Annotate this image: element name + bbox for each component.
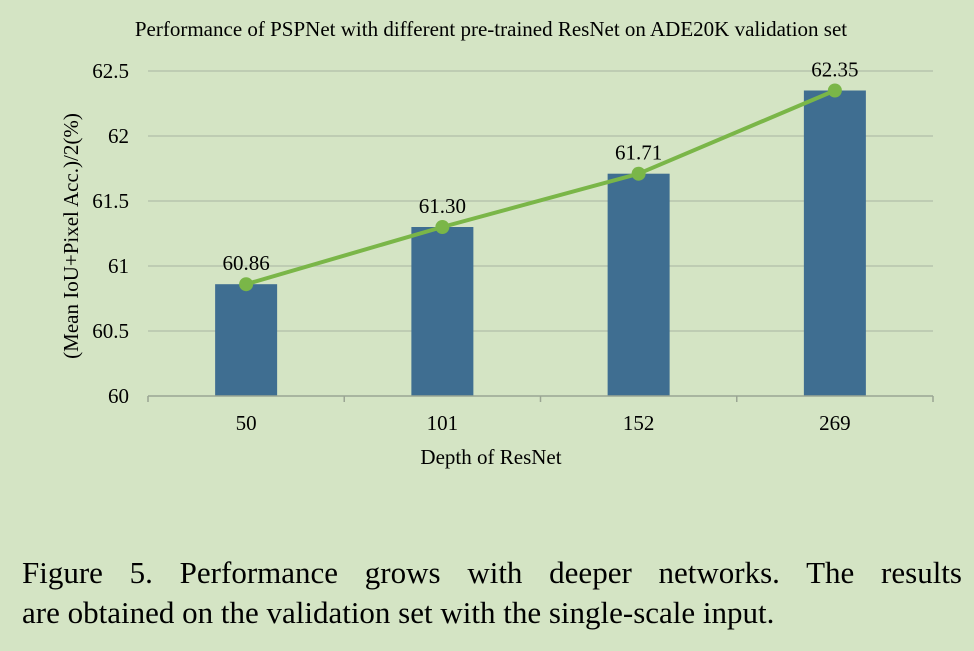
line-point (239, 277, 254, 292)
trend-line (239, 83, 842, 292)
bar (803, 90, 866, 396)
bar (607, 173, 670, 396)
line-point (631, 166, 646, 181)
y-tick-label: 62 (108, 124, 129, 148)
x-tick-label: 152 (623, 411, 655, 435)
line-point (827, 83, 842, 98)
data-label: 62.35 (811, 58, 858, 82)
series-line (245, 88, 836, 287)
chart-title: Performance of PSPNet with different pre… (135, 17, 847, 41)
x-tick-label: 269 (819, 411, 851, 435)
y-tick-label: 61.5 (92, 189, 129, 213)
y-axis-title: (Mean IoU+Pixel Acc.)/2(%) (59, 113, 83, 359)
caption-line-2: are obtained on the validation set with … (22, 595, 775, 630)
caption-line-1: Figure 5. Performance grows with deeper … (22, 555, 962, 590)
data-label: 61.30 (419, 194, 466, 218)
data-label: 61.71 (615, 141, 662, 165)
figure-caption: Figure 5. Performance grows with deeper … (22, 553, 962, 633)
y-tick-label: 60.5 (92, 319, 129, 343)
line-point (435, 220, 450, 234)
data-label: 60.86 (223, 251, 270, 275)
data-labels: 60.86 61.30 61.71 62.35 (223, 58, 859, 276)
bars (215, 90, 866, 396)
x-tick-label: 50 (236, 411, 257, 435)
x-axis-ticks: 50 101 152 269 (147, 396, 934, 435)
x-axis-title: Depth of ResNet (420, 445, 561, 469)
y-tick-label: 60 (108, 384, 129, 408)
bar (411, 227, 474, 396)
y-tick-label: 61 (108, 254, 129, 278)
bar (215, 284, 278, 396)
x-tick-label: 101 (427, 411, 459, 435)
y-axis-ticks: 60 60.5 61 61.5 62 62.5 (92, 59, 129, 408)
chart: Performance of PSPNet with different pre… (59, 17, 934, 469)
y-tick-label: 62.5 (92, 59, 129, 83)
